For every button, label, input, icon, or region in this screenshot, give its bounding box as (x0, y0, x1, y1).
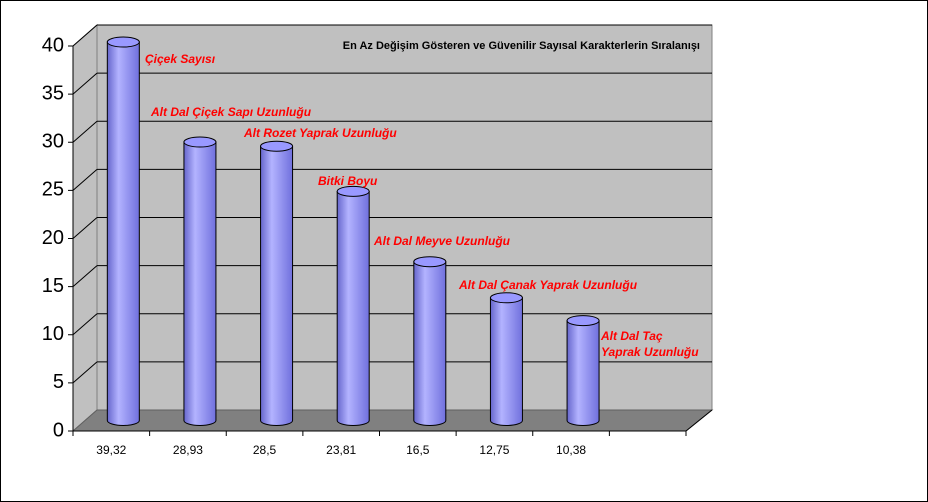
x-axis-depth (685, 409, 713, 432)
bar (183, 136, 217, 426)
x-tick-label: 28,93 (173, 443, 203, 457)
bar-annotation: Alt Rozet Yaprak Uzunluğu (243, 126, 397, 140)
grid-line (72, 313, 98, 336)
bar-body (336, 190, 370, 426)
y-tick-label: 35 (42, 82, 64, 104)
bar (106, 36, 140, 426)
bar-top (566, 315, 600, 327)
bar-top (183, 136, 217, 148)
bar-body (489, 297, 523, 426)
x-tick-label: 39,32 (96, 443, 126, 457)
x-tick-label: 23,81 (326, 443, 356, 457)
bar (489, 292, 523, 426)
bar-annotation: Yaprak Uzunluğu (601, 345, 699, 359)
bar (566, 315, 600, 426)
grid-line (72, 72, 98, 95)
x-tick-label: 16,5 (406, 443, 430, 457)
y-tick-label: 5 (53, 371, 64, 393)
y-tick-label: 20 (42, 227, 64, 249)
grid-line (72, 24, 98, 47)
grid-line (72, 168, 98, 191)
bar-top (413, 256, 447, 268)
grid-line (72, 217, 98, 239)
bar-body (413, 261, 447, 426)
bar-top (336, 185, 370, 197)
bar-top (260, 140, 294, 152)
x-tick-label: 28,5 (253, 443, 277, 457)
bar-top (106, 36, 140, 48)
bar (413, 256, 447, 426)
bar-body (183, 141, 217, 426)
bar-top (489, 292, 523, 304)
bar-body (106, 41, 140, 426)
y-tick-label: 0 (53, 419, 64, 441)
grid-line (72, 361, 98, 384)
bar-body (260, 145, 294, 426)
bar-annotation: Bitki Boyu (318, 174, 378, 188)
bar-annotation: Çiçek Sayısı (145, 52, 216, 66)
bar-annotation: Alt Dal Çanak Yaprak Uzunluğu (458, 278, 638, 292)
bar (336, 185, 370, 426)
y-tick-label: 30 (42, 131, 64, 153)
x-tick-label: 12,75 (479, 443, 509, 457)
bar-annotation: Alt Dal Taç (600, 329, 663, 343)
y-tick-label: 15 (42, 275, 64, 297)
grid-line (72, 120, 98, 143)
chart-title: En Az Değişim Gösteren ve Güvenilir Sayı… (343, 40, 700, 52)
bar-annotation: Alt Dal Meyve Uzunluğu (373, 234, 511, 248)
y-tick-label: 25 (42, 179, 64, 201)
bar-body (566, 320, 600, 426)
y-tick-label: 10 (42, 323, 64, 345)
y-tick-label: 40 (42, 34, 64, 56)
bar-annotation: Alt Dal Çiçek Sapı Uzunluğu (150, 105, 312, 119)
bar (260, 140, 294, 426)
floor (71, 409, 714, 432)
grid-line (72, 265, 98, 288)
x-tick-label: 10,38 (556, 443, 586, 457)
